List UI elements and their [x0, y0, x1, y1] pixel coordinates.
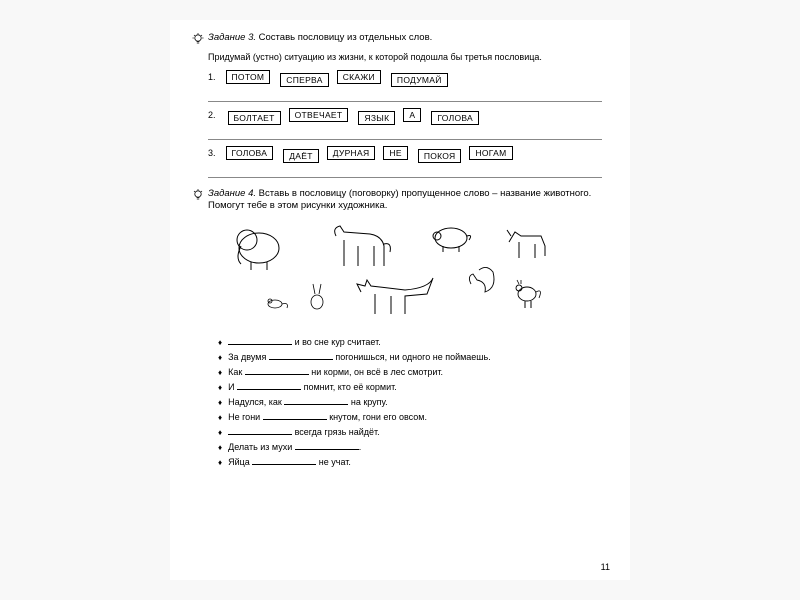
- horse-icon: [335, 226, 391, 266]
- fill-text: За двумя: [228, 352, 269, 362]
- lightbulb-icon: [192, 189, 204, 206]
- fill-text: Надулся, как: [228, 397, 284, 407]
- word-box: ОТВЕЧАЕТ: [289, 108, 349, 122]
- word-box: ПОКОЯ: [418, 149, 462, 163]
- task3-header: Задание 3. Составь пословицу из отдельны…: [192, 32, 602, 50]
- answer-line: [208, 92, 602, 102]
- word-box: ПОТОМ: [226, 70, 271, 84]
- fill-text: И: [228, 382, 237, 392]
- bullet-icon: ♦: [218, 398, 222, 407]
- fill-item: ♦ За двумя погонишься, ни одного не пойма…: [218, 351, 602, 362]
- fill-item: ♦ Яйца не учат.: [218, 456, 602, 467]
- blank-field: [228, 426, 292, 435]
- worksheet-page: Задание 3. Составь пословицу из отдельны…: [170, 20, 630, 580]
- bullet-icon: ♦: [218, 413, 222, 422]
- fill-text: Делать из мухи: [228, 442, 295, 452]
- word-box: ЯЗЫК: [358, 111, 395, 125]
- bullet-icon: ♦: [218, 383, 222, 392]
- animal-illustrations: [224, 218, 586, 330]
- blank-field: [252, 456, 316, 465]
- task3-row-words: 2. БОЛТАЕТ ОТВЕЧАЕТ ЯЗЫК А ГОЛОВА: [208, 108, 602, 128]
- dog-icon: [507, 230, 545, 258]
- fill-text: Яйца: [228, 457, 252, 467]
- word-box: НОГАМ: [469, 146, 512, 160]
- fill-item: ♦ Надулся, как на крупу.: [218, 396, 602, 407]
- word-box: НЕ: [383, 146, 407, 160]
- mouse-icon: [268, 299, 287, 308]
- task3-title-text: Составь пословицу из отдельных слов.: [259, 32, 433, 43]
- fill-item: ♦ и во сне кур считает.: [218, 336, 602, 347]
- row-number: 2.: [208, 110, 216, 120]
- fox-icon: [357, 278, 433, 314]
- fill-text: всегда грязь найдёт.: [292, 427, 380, 437]
- row-number: 1.: [208, 72, 216, 82]
- word-box: СКАЖИ: [337, 70, 381, 84]
- fill-item: ♦ И помнит, кто её кормит.: [218, 381, 602, 392]
- task3-row: 1. ПОТОМ СПЕРВА СКАЖИ ПОДУМАЙ: [208, 70, 602, 102]
- fill-item: ♦ Делать из мухи .: [218, 441, 602, 452]
- blank-field: [269, 351, 333, 360]
- fill-text: не учат.: [316, 457, 351, 467]
- rabbit-icon: [311, 284, 323, 309]
- word-box: БОЛТАЕТ: [228, 111, 281, 125]
- task3-row-words: 3. ГОЛОВА ДАЁТ ДУРНАЯ НЕ ПОКОЯ НОГАМ: [208, 146, 602, 166]
- blank-field: [245, 366, 309, 375]
- elephant-icon: [237, 230, 279, 270]
- fill-text: Не гони: [228, 412, 263, 422]
- fill-text: .: [359, 442, 362, 452]
- lightbulb-icon: [192, 33, 204, 50]
- fill-text: погонишься, ни одного не поймаешь.: [333, 352, 491, 362]
- task3-row-words: 1. ПОТОМ СПЕРВА СКАЖИ ПОДУМАЙ: [208, 70, 602, 90]
- task3-subtitle: Придумай (устно) ситуацию из жизни, к ко…: [208, 52, 602, 64]
- task4-title-text: Вставь в пословицу (поговорку) пропущенн…: [208, 188, 591, 211]
- chicken-icon: [516, 280, 540, 308]
- fill-text: помнит, кто её кормит.: [301, 382, 397, 392]
- fill-text: ни корми, он всё в лес смотрит.: [309, 367, 443, 377]
- fill-text: на крупу.: [348, 397, 387, 407]
- blank-field: [228, 336, 292, 345]
- bullet-icon: ♦: [218, 353, 222, 362]
- pig-icon: [433, 228, 471, 252]
- task4-header: Задание 4. Вставь в пословицу (поговорку…: [192, 188, 602, 213]
- task3-number: Задание 3.: [208, 32, 256, 43]
- word-box: СПЕРВА: [280, 73, 328, 87]
- task4-title: Задание 4. Вставь в пословицу (поговорку…: [208, 188, 602, 213]
- page-number: 11: [601, 562, 610, 572]
- blank-field: [295, 441, 359, 450]
- bullet-icon: ♦: [218, 443, 222, 452]
- word-box: ДАЁТ: [283, 149, 319, 163]
- task3-row: 3. ГОЛОВА ДАЁТ ДУРНАЯ НЕ ПОКОЯ НОГАМ: [208, 146, 602, 178]
- bullet-icon: ♦: [218, 368, 222, 377]
- bullet-icon: ♦: [218, 338, 222, 347]
- task3-title: Задание 3. Составь пословицу из отдельны…: [208, 32, 432, 44]
- bullet-icon: ♦: [218, 458, 222, 467]
- task4-number: Задание 4.: [208, 188, 256, 199]
- word-box: ГОЛОВА: [226, 146, 274, 160]
- word-box: ГОЛОВА: [431, 111, 479, 125]
- squirrel-icon: [469, 268, 494, 293]
- fill-text: Как: [228, 367, 245, 377]
- row-number: 3.: [208, 148, 216, 158]
- fill-item: ♦ всегда грязь найдёт.: [218, 426, 602, 437]
- task4-fill-list: ♦ и во сне кур считает. ♦ За двумя погони…: [218, 336, 602, 467]
- word-box: А: [403, 108, 421, 122]
- bullet-icon: ♦: [218, 428, 222, 437]
- fill-item: ♦ Не гони кнутом, гони его овсом.: [218, 411, 602, 422]
- word-box: ПОДУМАЙ: [391, 73, 448, 87]
- task3-row: 2. БОЛТАЕТ ОТВЕЧАЕТ ЯЗЫК А ГОЛОВА: [208, 108, 602, 140]
- blank-field: [237, 381, 301, 390]
- blank-field: [284, 396, 348, 405]
- word-box: ДУРНАЯ: [327, 146, 376, 160]
- fill-text: кнутом, гони его овсом.: [327, 412, 427, 422]
- fill-item: ♦ Как ни корми, он всё в лес смотрит.: [218, 366, 602, 377]
- fill-text: и во сне кур считает.: [292, 337, 381, 347]
- answer-line: [208, 130, 602, 140]
- answer-line: [208, 168, 602, 178]
- blank-field: [263, 411, 327, 420]
